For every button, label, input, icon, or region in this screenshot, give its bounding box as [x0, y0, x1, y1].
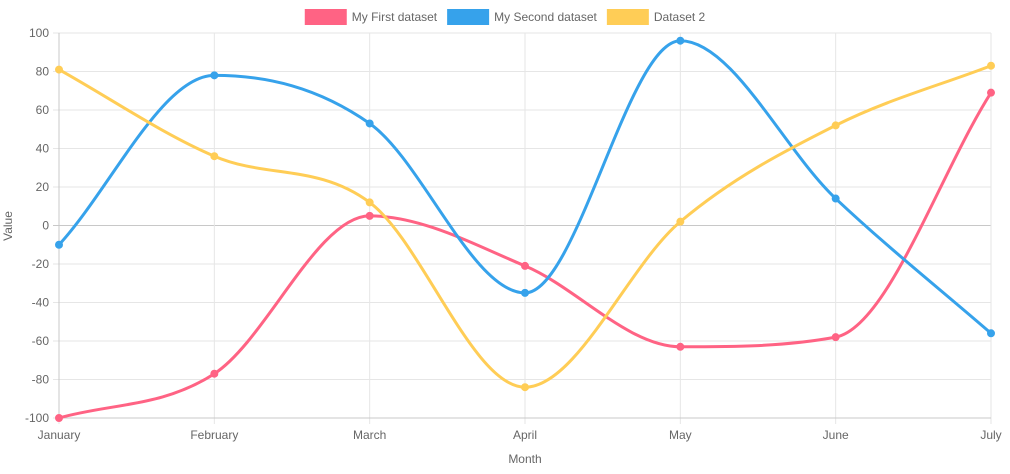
y-tick-label: -60: [32, 334, 50, 348]
data-point[interactable]: [365, 198, 374, 207]
data-point[interactable]: [55, 240, 63, 249]
legend-item[interactable]: My Second dataset: [447, 9, 598, 25]
series-line: [57, 91, 993, 420]
y-tick-label: 0: [42, 219, 49, 233]
legend-label: My First dataset: [352, 10, 438, 24]
y-tick-label: -80: [32, 373, 50, 387]
data-point[interactable]: [987, 88, 995, 97]
data-point[interactable]: [521, 288, 529, 297]
data-point[interactable]: [676, 217, 685, 226]
y-tick-label: 60: [36, 103, 50, 117]
data-point[interactable]: [55, 414, 63, 422]
data-point[interactable]: [831, 333, 840, 342]
y-axis-title: Value: [1, 211, 15, 241]
x-tick-label: January: [38, 428, 81, 442]
legend-item[interactable]: Dataset 2: [606, 9, 706, 25]
data-point[interactable]: [831, 194, 840, 203]
legend: My First dataset My Second dataset Dataset…: [304, 9, 706, 25]
grid: [53, 32, 992, 424]
y-tick-label: 100: [29, 26, 49, 40]
y-tick-label: -100: [25, 411, 49, 425]
legend-swatch: [606, 9, 649, 25]
y-tick-label: 80: [36, 65, 50, 79]
x-tick-label: February: [190, 428, 238, 442]
data-point[interactable]: [831, 121, 840, 130]
x-axis: January February March April May June July: [38, 428, 1002, 442]
data-point[interactable]: [210, 71, 219, 80]
data-point[interactable]: [521, 383, 529, 392]
data-point[interactable]: [676, 342, 685, 351]
x-tick-label: July: [980, 428, 1001, 442]
legend-swatch: [447, 9, 490, 25]
legend-label: My Second dataset: [494, 10, 597, 24]
y-tick-label: -20: [32, 257, 50, 271]
data-point[interactable]: [365, 119, 374, 128]
x-tick-label: March: [353, 428, 386, 442]
data-point[interactable]: [676, 36, 685, 45]
data-point[interactable]: [210, 152, 219, 161]
x-axis-title: Month: [508, 452, 541, 466]
y-axis: 100 80 60 40 20 0 -20 -40 -60 -80 -100: [25, 26, 49, 425]
y-tick-label: -40: [32, 296, 50, 310]
x-tick-label: April: [513, 428, 537, 442]
data-point[interactable]: [987, 329, 995, 338]
data-point[interactable]: [987, 61, 995, 70]
y-tick-label: 40: [36, 142, 50, 156]
y-tick-label: 20: [36, 180, 50, 194]
data-point[interactable]: [210, 369, 219, 378]
data-point[interactable]: [521, 261, 529, 270]
legend-item[interactable]: My First dataset: [304, 9, 438, 25]
x-tick-label: May: [669, 428, 692, 442]
legend-swatch: [304, 9, 347, 25]
x-tick-label: June: [823, 428, 849, 442]
legend-label: Dataset 2: [654, 10, 706, 24]
data-point[interactable]: [365, 211, 374, 220]
series-points: [55, 36, 995, 422]
data-point[interactable]: [55, 65, 63, 74]
